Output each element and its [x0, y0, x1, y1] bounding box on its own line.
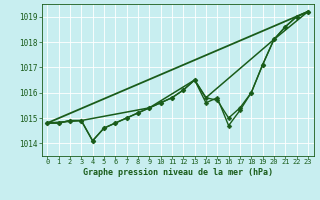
X-axis label: Graphe pression niveau de la mer (hPa): Graphe pression niveau de la mer (hPa)	[83, 168, 273, 177]
